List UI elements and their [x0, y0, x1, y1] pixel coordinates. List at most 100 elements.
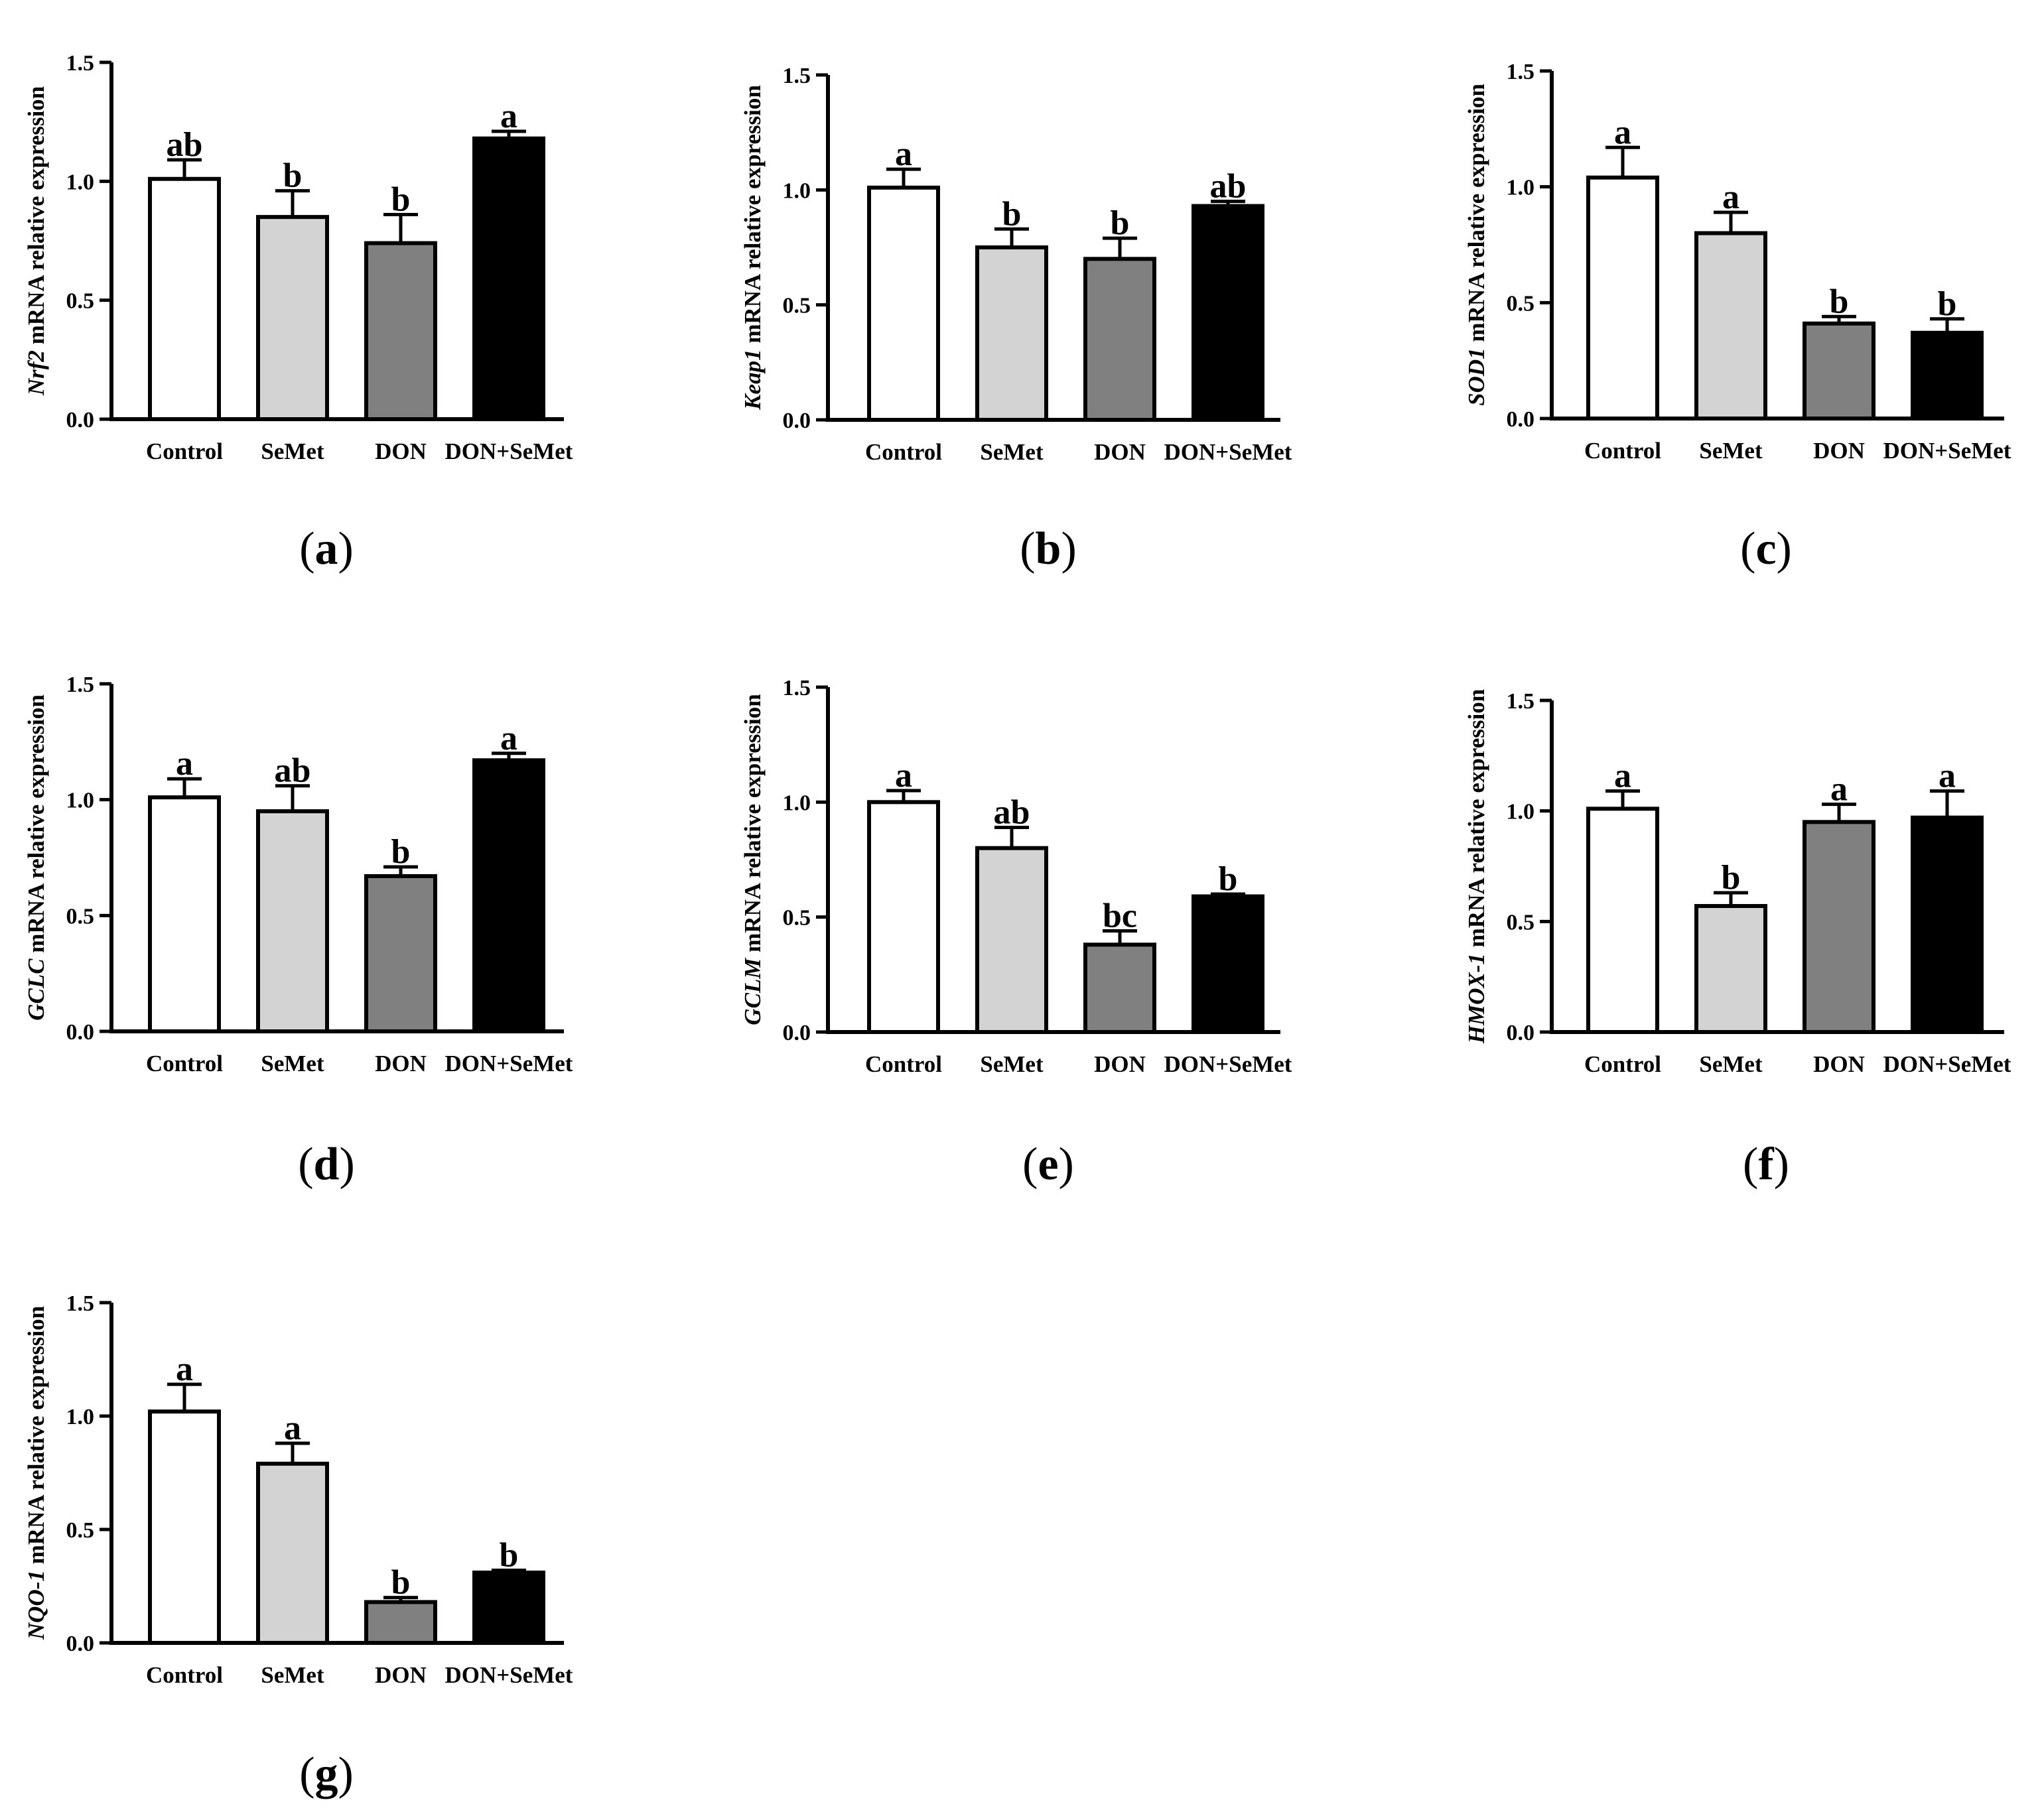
panel-label-open: ( [299, 523, 314, 574]
significance-letter: a [500, 97, 517, 135]
bar-don [364, 241, 437, 421]
significance-letter: ab [167, 126, 203, 164]
significance-letter: a [1939, 757, 1956, 795]
y-axis-label-gene: NQO-1 [23, 1570, 49, 1640]
significance-letter: a [1614, 757, 1631, 795]
x-tick-label: DON [1094, 439, 1146, 465]
y-tick-label: 1.5 [783, 676, 811, 700]
panel-label: (d) [298, 1139, 355, 1190]
y-tick-label: 0.5 [66, 904, 95, 929]
significance-letter: a [284, 1409, 301, 1447]
y-axis-label: NQO-1 mRNA relative expression [23, 1306, 49, 1640]
y-axis-label-text: mRNA relative expression [23, 1306, 49, 1570]
bar-don-plus-semet [1911, 815, 1984, 1034]
panel-label-letter: e [1038, 1139, 1058, 1190]
y-axis-label-gene: Keap1 [740, 349, 766, 410]
panel-label-letter: g [315, 1748, 338, 1799]
y-axis-label-gene: HMOX-1 [1464, 953, 1489, 1044]
panel-label-open: ( [1740, 523, 1755, 574]
panel-label: (a) [299, 523, 354, 574]
panel-label-letter: c [1755, 523, 1776, 574]
panel-label-open: ( [1022, 1139, 1038, 1190]
panel-label: (e) [1022, 1139, 1074, 1190]
bar-don-plus-semet [1911, 330, 1984, 421]
panel-label-close: ) [338, 523, 354, 574]
significance-letter: a [500, 720, 517, 757]
x-tick-label: DON+SeMet [445, 1051, 573, 1076]
x-tick-label: Control [865, 1051, 942, 1077]
significance-letter: b [1722, 859, 1741, 897]
x-tick-label: SeMet [261, 1662, 324, 1688]
panel-label-close: ) [1059, 1139, 1074, 1190]
significance-letter: a [895, 757, 912, 795]
significance-letter: b [1219, 860, 1238, 898]
y-tick-label: 1.5 [66, 1291, 95, 1316]
y-axis-label-gene: Nrf2 [23, 350, 49, 396]
panel-label: (g) [299, 1748, 354, 1799]
y-tick-label: 1.0 [66, 789, 95, 813]
y-axis-label-gene: SOD1 [1464, 348, 1489, 406]
x-tick-label: SeMet [980, 439, 1044, 465]
y-axis-label-text: mRNA relative expression [23, 694, 49, 958]
bar-control [148, 176, 221, 421]
y-axis-label: Nrf2 mRNA relative expression [23, 86, 49, 396]
bar-don-plus-semet [1192, 204, 1264, 422]
y-axis-label-text: mRNA relative expression [23, 86, 49, 350]
significance-letter: b [391, 833, 411, 871]
x-tick-label: DON [375, 1051, 427, 1076]
bar-semet [1694, 904, 1767, 1034]
panel-label-letter: b [1036, 523, 1061, 574]
significance-letter: ab [1210, 168, 1247, 206]
panel-label-close: ) [1061, 523, 1076, 574]
x-tick-label: Control [1584, 1051, 1661, 1077]
bar-semet [1694, 231, 1767, 421]
x-tick-label: DON [375, 438, 427, 464]
y-tick-label: 0.5 [1507, 291, 1535, 316]
x-tick-label: Control [146, 1662, 223, 1688]
x-tick-label: DON+SeMet [445, 438, 573, 464]
significance-letter: ab [275, 752, 311, 790]
x-tick-label: DON+SeMet [1164, 1051, 1292, 1077]
x-tick-label: SeMet [261, 438, 324, 464]
y-tick-label: 0.0 [783, 409, 811, 433]
y-tick-label: 0.0 [66, 408, 95, 432]
y-tick-label: 1.0 [66, 170, 95, 194]
chart-panel-a: 0.0 0.5 1.0 1.5 Nrf2 mRNA relative expressio… [23, 51, 573, 574]
significance-letter: ab [994, 793, 1030, 831]
panel-label-open: ( [1020, 523, 1035, 574]
y-axis-label-text: mRNA relative expression [1464, 84, 1489, 348]
panel-label-open: ( [299, 1748, 314, 1799]
significance-letter: b [500, 1537, 519, 1575]
panel-label-close: ) [338, 1748, 354, 1799]
y-tick-label: 0.0 [783, 1021, 811, 1045]
y-tick-label: 0.0 [1507, 407, 1535, 432]
bar-don-plus-semet [472, 1570, 545, 1645]
y-tick-label: 1.0 [783, 791, 811, 815]
y-tick-label: 0.5 [783, 294, 811, 318]
y-tick-label: 1.0 [1507, 800, 1535, 824]
panel-label-open: ( [298, 1139, 313, 1190]
significance-letter: b [1111, 204, 1130, 242]
bar-semet [975, 245, 1048, 422]
y-tick-label: 0.5 [66, 289, 95, 314]
bar-don-plus-semet [472, 136, 545, 421]
x-tick-label: SeMet [1699, 1051, 1763, 1077]
x-tick-label: DON [1094, 1051, 1146, 1077]
y-tick-label: 1.5 [1507, 689, 1535, 714]
x-tick-label: DON [1813, 438, 1865, 464]
significance-letter: a [1830, 771, 1848, 809]
panel-label-close: ) [339, 1139, 354, 1190]
x-tick-label: DON+SeMet [1883, 438, 2011, 464]
significance-letter: bc [1103, 897, 1137, 935]
chart-panel-d: 0.0 0.5 1.0 1.5 GCLC mRNA relative expressio… [23, 673, 573, 1190]
x-tick-label: DON [375, 1662, 427, 1688]
x-tick-label: DON+SeMet [1164, 439, 1292, 465]
y-axis-label-gene: GCLC [23, 958, 49, 1021]
panel-label: (f) [1743, 1139, 1789, 1190]
y-tick-label: 1.5 [783, 64, 811, 88]
significance-letter: b [1830, 283, 1849, 320]
bar-don [1083, 257, 1156, 422]
panel-label-open: ( [1743, 1139, 1758, 1190]
significance-letter: b [391, 1564, 411, 1602]
significance-letter: b [283, 157, 303, 195]
